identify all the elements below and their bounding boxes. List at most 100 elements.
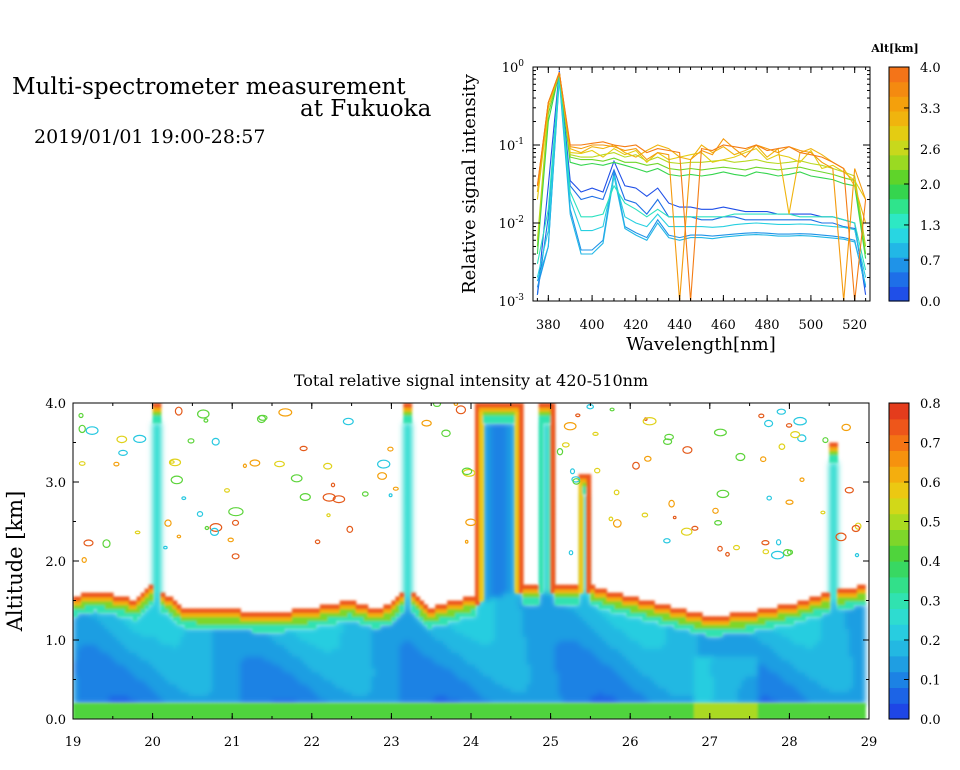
heatmap-cell xyxy=(709,695,715,701)
heatmap-cell xyxy=(777,675,783,681)
heatmap-cell xyxy=(403,553,409,558)
heatmap-cell xyxy=(634,687,639,693)
heatmap-cell xyxy=(801,624,807,629)
heatmap-cell xyxy=(530,671,536,677)
heatmap-cell xyxy=(534,624,540,629)
heatmap-cell xyxy=(797,667,803,673)
heatmap-cell xyxy=(208,651,214,657)
heatmap-cell xyxy=(486,537,492,543)
heatmap-cell xyxy=(156,655,162,661)
heatmap-cell xyxy=(140,612,146,618)
heatmap-cell xyxy=(88,628,94,633)
heatmap-cell xyxy=(395,620,401,625)
heatmap-cell xyxy=(681,636,687,641)
heatmap-cell xyxy=(252,643,257,649)
heatmap-cell xyxy=(467,695,472,701)
heatmap-cell xyxy=(327,640,333,645)
spectrum-line-alt-3.3 xyxy=(536,72,867,224)
heatmap-cell xyxy=(232,699,237,705)
heatmap-cell xyxy=(387,695,393,701)
heatmap-cell xyxy=(447,679,452,685)
heatmap-cell xyxy=(634,659,639,665)
heatmap-cell xyxy=(765,679,771,685)
heatmap-cell xyxy=(252,655,257,661)
heatmap-cell xyxy=(510,596,516,602)
heatmap-cell xyxy=(128,651,134,657)
heatmap-cell xyxy=(156,695,162,701)
heatmap-cell xyxy=(546,699,552,705)
heatmap-cell xyxy=(506,632,512,637)
heatmap-cell xyxy=(455,687,460,693)
heatmap-cell xyxy=(482,486,488,491)
heatmap-cell xyxy=(518,628,524,633)
heatmap-cell xyxy=(566,663,572,669)
heatmap-cell xyxy=(188,647,194,653)
heatmap-cell xyxy=(582,501,588,507)
heatmap-cell xyxy=(482,647,488,653)
heatmap-cell xyxy=(311,675,317,681)
heatmap-cell xyxy=(415,655,421,661)
heatmap-cell xyxy=(662,691,667,697)
heatmap-cell xyxy=(399,616,405,622)
heatmap-cell xyxy=(120,620,126,625)
heatmap-cell xyxy=(295,659,301,665)
heatmap-cell xyxy=(482,501,488,507)
heatmap-cell xyxy=(558,683,564,689)
heatmap-cell xyxy=(208,679,214,685)
heatmap-cell xyxy=(475,671,480,677)
heatmap-cell xyxy=(112,671,118,677)
heatmap-cell xyxy=(387,659,393,665)
spectrum-x-tick-label: 440 xyxy=(667,318,692,333)
heatmap-cell xyxy=(391,691,397,697)
heatmap-cell xyxy=(829,549,834,554)
heatmap-cell xyxy=(506,691,512,697)
heatmap-cell xyxy=(634,679,639,685)
heatmap-cell xyxy=(375,679,381,685)
heatmap-cell xyxy=(482,643,488,649)
heatmap-cell xyxy=(482,541,488,547)
heatmap-cell xyxy=(152,620,158,625)
heatmap-cell xyxy=(100,695,106,701)
heatmap-cell xyxy=(152,497,158,503)
heatmap-cell xyxy=(200,675,206,681)
heatmap-cell xyxy=(407,588,413,594)
heatmap-cell xyxy=(550,612,556,618)
heatmap-cell xyxy=(670,687,675,693)
heatmap-cell xyxy=(359,663,365,669)
heatmap-cell xyxy=(498,624,504,629)
heatmap-cell xyxy=(829,466,834,471)
heatmap-cell xyxy=(367,647,373,653)
heatmap-cell xyxy=(558,608,564,614)
heatmap-cell xyxy=(522,679,528,685)
heatmap-cell xyxy=(339,628,345,633)
heatmap-cell xyxy=(793,687,799,693)
heatmap-cell xyxy=(813,675,819,681)
heatmap-cell xyxy=(813,695,819,701)
heatmap-cell xyxy=(757,691,763,697)
heatmap-cell xyxy=(427,679,432,685)
heatmap-cell xyxy=(785,643,791,649)
heatmap-cell xyxy=(590,632,596,637)
heatmap-cell xyxy=(486,624,492,629)
heatmap-cell xyxy=(482,454,488,460)
heatmap-cell xyxy=(391,695,397,701)
heatmap-cell xyxy=(395,628,401,633)
heatmap-cell xyxy=(801,659,807,665)
heatmap-cell xyxy=(156,568,162,574)
heatmap-cell xyxy=(777,632,783,637)
heatmap-cell xyxy=(291,647,297,653)
heatmap-cell xyxy=(514,655,520,661)
heatmap-cell xyxy=(757,683,763,689)
heatmap-cell xyxy=(510,608,516,614)
heatmap-cell xyxy=(550,691,556,697)
heatmap-cell xyxy=(144,628,150,633)
heatmap-cell xyxy=(490,438,496,444)
heatmap-cell xyxy=(729,683,735,689)
heatmap-cell xyxy=(498,442,504,448)
heatmap-cell xyxy=(355,691,361,697)
heatmap-cell xyxy=(566,612,572,618)
heatmap-cell xyxy=(144,612,150,618)
heatmap-cell xyxy=(506,564,512,570)
heatmap-cell xyxy=(570,679,576,685)
heatmap-cell xyxy=(291,640,297,645)
